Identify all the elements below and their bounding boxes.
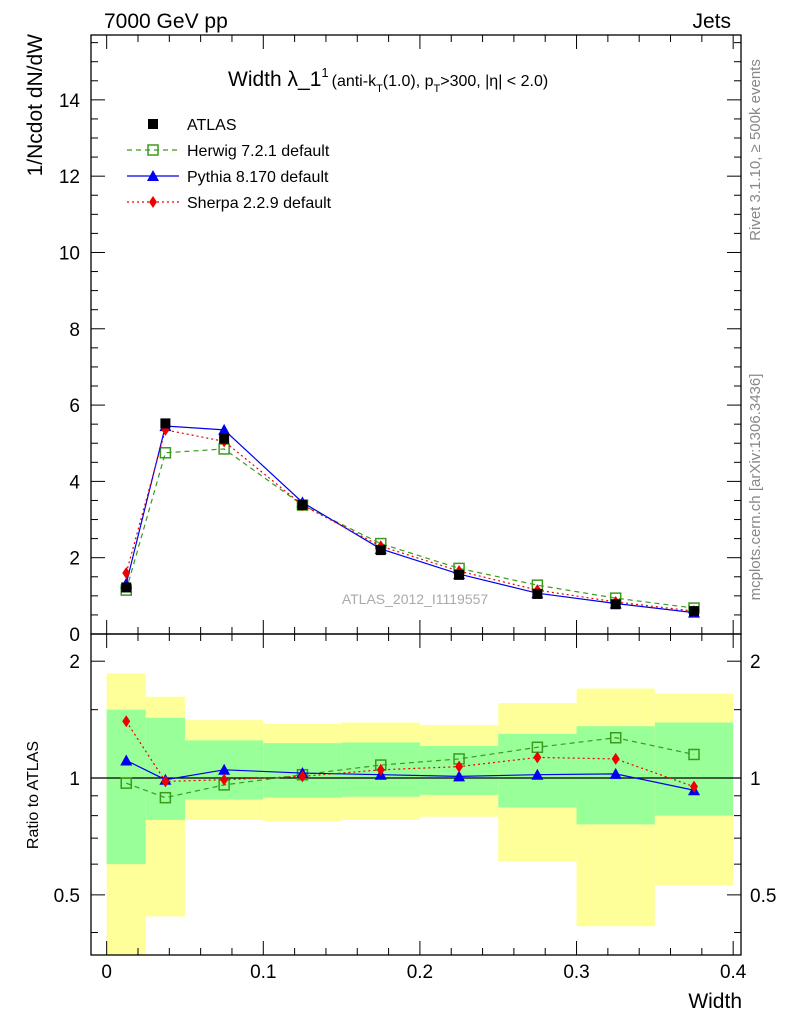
ratio-y-axis-title: Ratio to ATLAS: [25, 741, 42, 849]
ratio-frame: [90, 633, 742, 956]
y-tick-label: 14: [59, 91, 81, 112]
x-tick-label: 0.1: [250, 962, 276, 983]
y-axis-title: 1/Ncdot dN/dW: [24, 34, 47, 177]
data-point: [219, 433, 230, 444]
title-main-sup: 1: [321, 65, 328, 80]
pythia-point: [218, 763, 231, 775]
data-point: [297, 500, 308, 511]
data-point: [375, 545, 386, 556]
legend-herwig-label: Herwig 7.2.1 default: [187, 143, 330, 160]
sherpa-line: [125, 720, 695, 788]
ratio-y-tick-label: 1: [69, 769, 80, 790]
herwig-point: [159, 447, 172, 459]
sherpa-point: [122, 566, 131, 579]
data-point: [454, 569, 465, 580]
title-paren-open: (anti-k: [332, 73, 377, 90]
title-mid: (1.0), p: [383, 73, 434, 90]
sherpa-point: [690, 780, 699, 793]
sherpa-point: [455, 760, 464, 773]
y-tick-label: 8: [69, 320, 80, 341]
legend-sherpa-label: Sherpa 2.2.9 default: [187, 195, 332, 212]
title-main: Width λ_1: [228, 68, 321, 91]
rivet-label: Rivet 3.1.10, ≥ 500k events: [747, 59, 764, 241]
sherpa-line: [125, 429, 695, 612]
ratio-y-tick-label: 0.5: [54, 886, 80, 907]
y-tick-label: 2: [69, 549, 80, 570]
y-tick-label: 10: [59, 243, 80, 264]
legend-sherpa-marker: [149, 196, 157, 208]
y-tick-label: 6: [69, 396, 80, 417]
herwig-point: [120, 777, 132, 789]
y-tick-label: 4: [69, 472, 80, 493]
data-point: [121, 582, 132, 593]
legend-data-marker: [148, 119, 158, 129]
ratio-y-tick-label-right: 2: [750, 652, 761, 673]
sherpa-point: [161, 775, 170, 788]
header-right: Jets: [692, 10, 731, 33]
legend-data-label: ATLAS: [187, 117, 237, 134]
x-axis-title: Width: [688, 990, 742, 1013]
pythia-point: [120, 754, 133, 766]
mcplots-label: mcplots.cern.ch [arXiv:1306.3436]: [747, 374, 764, 601]
analysis-watermark: ATLAS_2012_I1119557: [342, 591, 489, 607]
data-point: [689, 606, 700, 617]
herwig-point: [159, 791, 172, 804]
data-point: [532, 588, 543, 599]
plot-title: Width λ_11(anti-kT(1.0), pT>300, |η| < 2…: [228, 65, 548, 95]
pythia-point: [218, 423, 231, 435]
herwig-line: [126, 737, 695, 799]
title-sub-t2: T: [433, 83, 440, 95]
herwig-point: [609, 731, 622, 744]
pythia-point: [609, 767, 622, 779]
ratio-series: [120, 715, 701, 804]
inner-band-bin: [106, 709, 146, 865]
data-point: [610, 599, 621, 610]
legend-pythia-marker: [147, 170, 159, 181]
data-point: [160, 418, 171, 429]
sherpa-point: [533, 751, 542, 764]
ratio-uncertainty-bands: [91, 673, 741, 955]
ratio-y-tick-label-right: 0.5: [750, 886, 776, 907]
pythia-point: [531, 768, 544, 780]
y-tick-label: 12: [59, 167, 80, 188]
title-sub-t1: T: [376, 83, 383, 95]
main-series: [120, 418, 701, 618]
x-tick-label: 0.2: [407, 962, 433, 983]
ratio-y-tick-label: 2: [69, 652, 80, 673]
x-tick-label: 0.3: [563, 962, 589, 983]
legend-herwig-marker: [147, 144, 159, 156]
sherpa-point: [122, 715, 131, 728]
inner-band-bin: [145, 717, 185, 820]
inner-band-bin: [654, 722, 734, 816]
herwig-point: [688, 748, 700, 761]
herwig-line: [125, 448, 695, 609]
legend-pythia-label: Pythia 8.170 default: [187, 169, 329, 186]
x-tick-label: 0: [101, 962, 112, 983]
pythia-line: [125, 425, 695, 614]
x-tick-label: 0.4: [720, 962, 747, 983]
header-left: 7000 GeV pp: [104, 10, 228, 33]
y-tick-label: 0: [69, 625, 80, 646]
sherpa-point: [220, 773, 229, 786]
ratio-y-tick-label-right: 1: [750, 769, 761, 790]
sherpa-point: [611, 752, 620, 765]
sherpa-point: [298, 770, 307, 783]
pythia-point: [453, 770, 466, 782]
title-tail: >300, |η| < 2.0): [440, 73, 548, 90]
sherpa-point: [376, 763, 385, 776]
legend: ATLAS Herwig 7.2.1 default Pythia 8.170 de…: [127, 117, 332, 212]
